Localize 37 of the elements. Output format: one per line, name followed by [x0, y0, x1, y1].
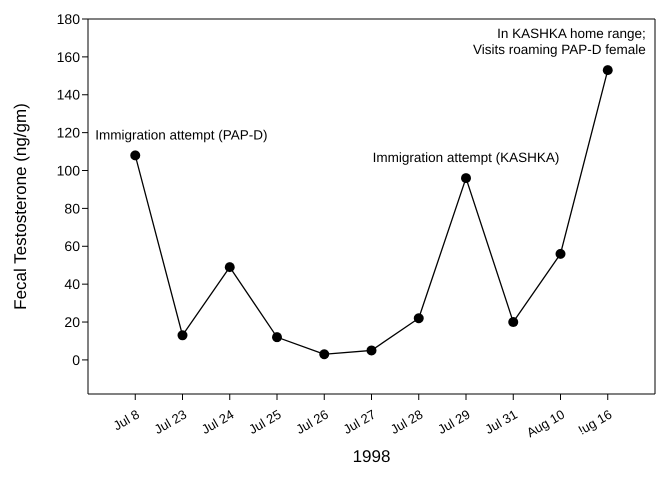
point: [508, 317, 518, 328]
y-tick-label: 80: [64, 200, 80, 216]
point: [272, 332, 282, 342]
y-tick-label: 140: [56, 86, 80, 103]
y-tick-label: 40: [64, 276, 80, 292]
x-tick-label: Jul 8: [110, 406, 142, 434]
x-tick-label: Jul 29: [435, 406, 473, 437]
x-tick-label: Jul 31: [482, 406, 520, 437]
y-tick-label: 120: [56, 124, 80, 141]
x-tick-label: Aug 10: [524, 406, 568, 440]
y-tick-label: 0: [72, 352, 80, 368]
x-tick-label: !ug 16: [576, 406, 614, 438]
x-tick-label: Jul 24: [198, 406, 236, 437]
point: [461, 173, 471, 184]
x-tick-label: Jul 23: [152, 406, 190, 437]
point: [319, 349, 330, 360]
y-tick-label: 180: [56, 10, 80, 27]
x-tick-label: Jul 26: [293, 406, 331, 437]
y-tick-label: 160: [56, 48, 80, 65]
point: [414, 313, 424, 324]
x-tick-label: Jul 25: [246, 406, 284, 437]
x-tick-label: Jul 27: [340, 406, 378, 437]
x-axis-title: 1998: [352, 447, 390, 466]
point: [224, 262, 235, 272]
x-tick-label: Jul 28: [388, 406, 426, 437]
point: [178, 330, 188, 340]
point: [556, 248, 566, 259]
point: [130, 150, 140, 160]
y-tick-label: 20: [64, 314, 80, 330]
y-tick-label: 60: [64, 238, 80, 254]
annotation: In KASHKA home range; Visits roaming PAP-D female: [472, 26, 646, 58]
annotation: Immigration attempt (PAP-D): [95, 127, 268, 142]
y-tick-label: 100: [56, 162, 80, 178]
point: [366, 345, 376, 356]
point: [602, 65, 613, 76]
annotation: Immigration attempt (KASHKA): [372, 150, 560, 166]
y-axis-title: Fecal Testosterone (ng/gm): [11, 103, 30, 310]
